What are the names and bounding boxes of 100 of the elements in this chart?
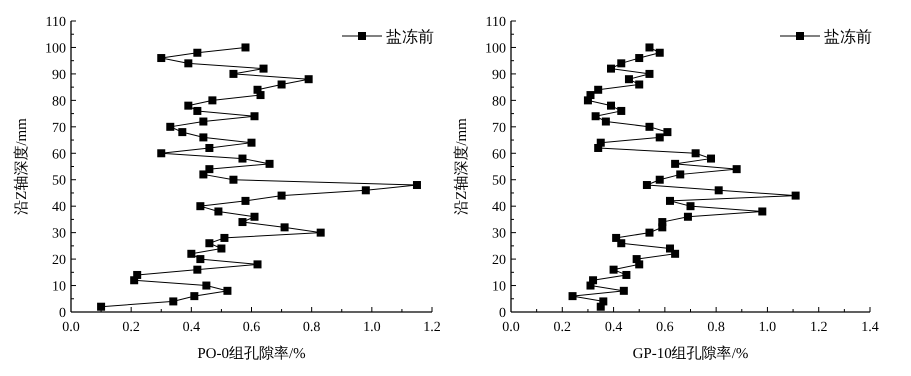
x-tick-label: 0.6 [656,320,674,335]
point [684,212,692,221]
y-tick-label: 40 [52,200,66,216]
point [193,106,202,115]
point [645,122,654,131]
point [190,292,198,300]
point [645,228,654,237]
point [223,286,232,295]
y-tick-label: 110 [486,15,506,30]
legend-label: 盐冻前 [824,28,872,46]
y-tick-label: 50 [492,174,506,189]
point [202,282,210,290]
point [166,122,174,131]
x-tick-label: 0.6 [242,320,260,335]
point [169,297,178,306]
point [671,250,680,258]
point [205,239,214,248]
point [594,86,602,94]
point [412,181,421,190]
point [792,192,800,200]
point [184,102,192,110]
point [663,128,672,136]
point [676,170,684,178]
point [157,54,166,62]
point [229,70,238,78]
x-tick-label: 0.0 [502,320,520,335]
x-tick-label: 0.2 [554,320,572,335]
point [208,96,216,104]
point [624,75,633,84]
point [714,186,723,194]
point [610,266,618,274]
point [217,244,226,253]
point [248,138,256,147]
point [250,112,259,120]
point [635,80,644,88]
point [656,48,664,57]
x-tick-label: 0.0 [62,320,80,335]
y-axis-title: 沿Z轴深度/mm [13,118,30,215]
y-tick-label: 50 [52,174,66,189]
point [642,181,651,190]
y-tick-label: 70 [52,120,66,136]
y-tick-label: 60 [52,147,66,162]
y-axis-title: 沿Z轴深度/mm [453,118,470,215]
point [193,266,202,274]
x-tick-label: 1.0 [758,320,776,335]
x-axis-title: GP-10组孔隙率/% [632,345,748,362]
point [584,96,592,104]
y-tick-label: 100 [485,41,506,56]
x-tick-label: 0.8 [707,320,725,335]
point [250,212,259,221]
point [362,186,370,194]
point [645,43,654,52]
y-tick-label: 70 [492,120,506,136]
point [184,59,192,68]
point [592,112,600,120]
point [656,133,664,142]
point [671,160,680,168]
point [130,276,138,284]
point [707,154,716,163]
y-tick-label: 10 [492,280,506,295]
point [266,160,274,168]
point [617,59,626,68]
point [205,144,214,152]
point [607,64,616,73]
point [238,154,246,163]
point [594,144,602,152]
y-tick-label: 80 [52,94,66,110]
point [229,176,238,184]
point [692,149,700,158]
x-tick-label: 0.4 [604,320,622,335]
point [656,176,664,184]
point [316,228,325,237]
point [238,218,246,226]
x-tick-label: 1.0 [363,320,381,335]
point [199,133,208,142]
point [635,54,644,62]
y-tick-label: 10 [52,280,66,295]
y-tick-label: 20 [492,253,506,268]
point [607,102,616,110]
point [254,260,262,268]
point [241,196,250,205]
x-tick-label: 1.2 [423,320,441,335]
point [256,91,265,100]
point [196,255,204,264]
legend-label: 盐冻前 [386,28,434,46]
point [205,165,214,174]
y-tick-label: 20 [52,253,66,268]
point [635,260,644,268]
y-tick-label: 90 [492,68,506,83]
x-tick-label: 0.4 [182,320,200,335]
point [241,43,250,52]
point [199,118,208,126]
point [214,207,222,216]
point [196,202,204,210]
point [260,64,268,73]
x-axis-title: PO-0组孔隙率/% [197,345,306,362]
point [193,48,202,57]
point [178,128,186,136]
y-tick-label: 0 [499,306,506,321]
point [586,282,594,290]
